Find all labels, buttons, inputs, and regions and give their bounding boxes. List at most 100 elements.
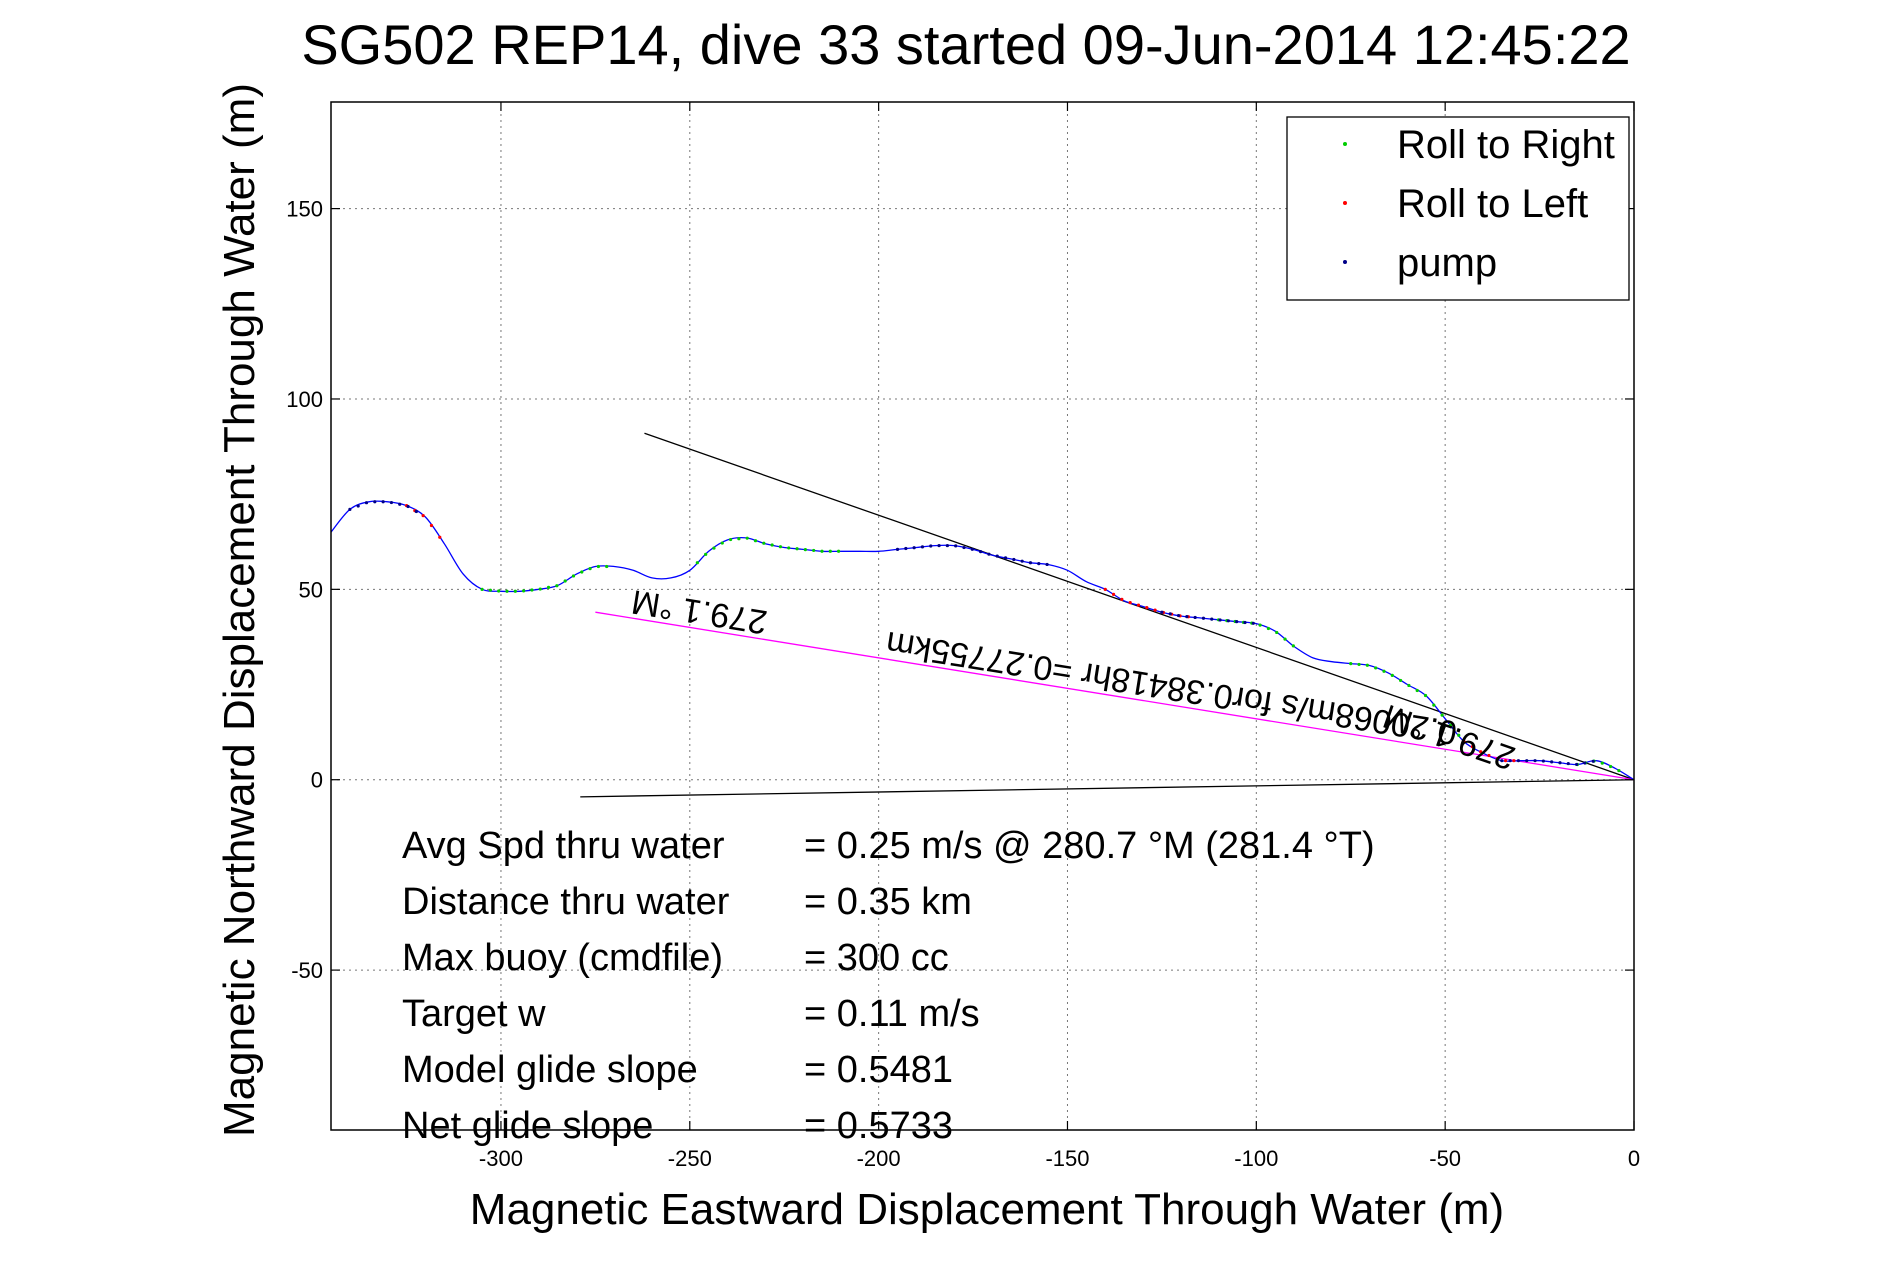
roll-right-marker xyxy=(778,545,783,549)
roll-right-marker xyxy=(820,549,824,553)
y-tick-label: 100 xyxy=(286,387,323,412)
roll-right-marker xyxy=(497,589,501,593)
pump-marker xyxy=(1160,610,1164,614)
roll-left-marker xyxy=(1462,740,1466,744)
pump-marker xyxy=(1210,617,1214,621)
y-tick-label: -50 xyxy=(291,958,323,983)
roll-right-marker xyxy=(1266,626,1271,631)
pump-marker xyxy=(1558,761,1562,765)
roll-right-marker xyxy=(1283,637,1287,641)
roll-left-marker xyxy=(421,514,425,518)
annotation-group: 279.1 °M0.20068m/s for0.38418hr =0.27755… xyxy=(629,582,1520,777)
pump-marker xyxy=(356,504,360,508)
pump-marker xyxy=(364,501,369,505)
grid-lines xyxy=(331,102,1635,1130)
pump-marker xyxy=(1251,621,1255,625)
roll-right-marker xyxy=(762,541,766,545)
roll-right-marker xyxy=(1374,666,1378,670)
roll-right-marker xyxy=(803,547,807,552)
plot-frame xyxy=(330,101,1635,1131)
y-tick-label: 50 xyxy=(299,577,323,602)
summary-value: = 0.25 m/s @ 280.7 °M (281.4 °T) xyxy=(804,825,1375,867)
summary-value: = 0.35 km xyxy=(804,881,972,923)
roll-right-marker xyxy=(1423,693,1428,698)
roll-right-marker xyxy=(812,548,816,553)
summary-label: Model glide slope xyxy=(402,1049,698,1091)
legend-swatch xyxy=(1343,260,1347,264)
pump-marker xyxy=(937,543,941,548)
pump-marker xyxy=(1541,759,1545,763)
roll-right-marker xyxy=(728,537,733,542)
roll-right-marker xyxy=(1382,669,1386,673)
x-tick-label: -150 xyxy=(1045,1146,1089,1171)
pump-marker xyxy=(912,546,916,550)
roll-left-marker xyxy=(1470,745,1474,749)
roll-right-marker xyxy=(1448,723,1453,727)
pump-marker xyxy=(920,545,925,549)
roll-left-marker xyxy=(1111,592,1116,596)
x-tick-label: -100 xyxy=(1234,1146,1278,1171)
roll-left-marker xyxy=(1145,606,1149,610)
summary-label: Max buoy (cmdfile) xyxy=(402,937,723,979)
roll-right-marker xyxy=(1608,764,1613,769)
roll-right-marker xyxy=(787,546,791,550)
pump-marker xyxy=(348,507,352,511)
roll-right-marker xyxy=(1275,630,1279,635)
pump-marker xyxy=(1028,561,1033,565)
roll-right-marker xyxy=(1258,623,1262,627)
pump-marker xyxy=(1218,618,1222,622)
pump-marker xyxy=(389,500,394,505)
roll-left-marker xyxy=(1153,608,1157,612)
x-tick-label: -50 xyxy=(1429,1146,1461,1171)
pump-marker xyxy=(381,500,385,504)
x-tick-label: 0 xyxy=(1628,1146,1640,1171)
x-axis-label: Magnetic Eastward Displacement Through W… xyxy=(470,1185,1504,1234)
roll-right-marker xyxy=(745,536,749,540)
roll-right-marker xyxy=(555,584,559,588)
roll-right-marker xyxy=(546,585,551,589)
legend-label: Roll to Right xyxy=(1397,123,1615,167)
roll-right-marker xyxy=(1600,761,1604,765)
pump-marker xyxy=(979,550,983,554)
roll-right-marker xyxy=(588,567,592,571)
reference-line xyxy=(580,779,1635,798)
roll-left-marker xyxy=(429,523,434,528)
pump-marker xyxy=(962,545,966,550)
roll-right-marker xyxy=(480,587,484,591)
roll-left-marker xyxy=(1487,753,1491,758)
roll-left-marker xyxy=(1503,759,1508,763)
pump-marker xyxy=(970,547,974,551)
pump-marker xyxy=(1583,761,1587,765)
summary-label: Net glide slope xyxy=(402,1105,653,1147)
roll-right-marker xyxy=(530,588,534,592)
roll-right-marker xyxy=(596,564,600,569)
roll-right-marker xyxy=(1390,673,1394,677)
reference-line xyxy=(595,611,1635,781)
pump-marker xyxy=(1003,556,1008,560)
roll-right-marker xyxy=(1398,678,1403,683)
roll-right-marker xyxy=(571,574,576,578)
pump-marker xyxy=(1574,762,1579,767)
pump-marker xyxy=(1201,616,1206,620)
pump-marker xyxy=(1168,612,1172,616)
pump-marker xyxy=(1566,761,1570,766)
pump-marker xyxy=(406,504,410,509)
pump-marker xyxy=(1525,759,1529,763)
roll-left-marker xyxy=(1120,597,1124,601)
roll-right-marker xyxy=(1617,768,1621,773)
pump-marker xyxy=(1012,557,1016,562)
roll-right-marker xyxy=(513,589,517,593)
roll-right-marker xyxy=(563,579,567,583)
roll-left-marker xyxy=(438,535,442,539)
legend-swatch xyxy=(1343,201,1347,205)
summary-label: Distance thru water xyxy=(402,881,730,923)
roll-right-marker xyxy=(704,552,708,556)
pump-marker xyxy=(954,544,958,548)
plot-annotation: 279.1 °M xyxy=(629,582,770,641)
summary-value: = 0.5481 xyxy=(804,1049,953,1091)
roll-right-marker xyxy=(1357,662,1361,667)
pump-marker xyxy=(1516,759,1521,763)
summary-label: Avg Spd thru water xyxy=(402,825,725,867)
summary-label: Target w xyxy=(402,993,546,1035)
summary-block: Avg Spd thru water = 0.25 m/s @ 280.7 °M … xyxy=(402,825,1375,1147)
